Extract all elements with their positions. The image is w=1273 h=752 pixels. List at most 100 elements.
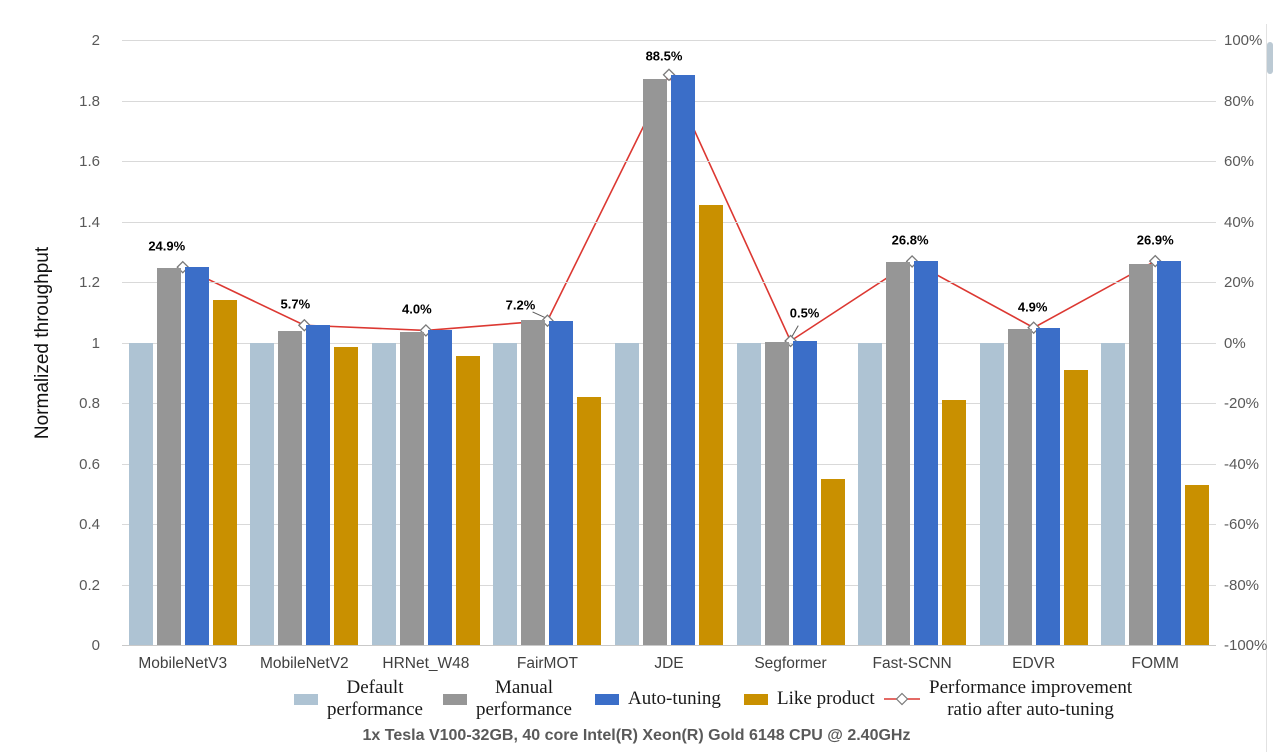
bar-auto-tuning	[549, 320, 574, 645]
legend-label: Like product	[777, 688, 875, 710]
bar-manual-performance	[1007, 328, 1032, 645]
x-axis-category-label: Fast-SCNN	[872, 655, 952, 672]
bar-like-product	[1185, 484, 1210, 645]
y-axis-tick-right: 80%	[1224, 92, 1255, 110]
bar-auto-tuning	[792, 340, 817, 645]
legend-label-line: Auto-tuning	[628, 688, 721, 709]
bar-auto-tuning	[306, 325, 331, 645]
x-axis-category-label: FOMM	[1131, 655, 1179, 672]
x-axis-category-label: Segformer	[754, 655, 827, 672]
gridline	[122, 524, 1216, 525]
legend-item-like-product: Like product	[744, 672, 875, 726]
bar-auto-tuning	[1035, 327, 1060, 645]
gridline	[122, 40, 1216, 41]
line-point-label: 88.5%	[645, 48, 683, 64]
x-axis-category-label: JDE	[654, 655, 684, 672]
legend-line-diamond-glyph	[884, 692, 920, 706]
scrollbar-track	[1266, 24, 1267, 752]
bar-auto-tuning	[1157, 261, 1182, 645]
y-axis-tick-right: 40%	[1224, 213, 1255, 231]
bar-default-performance	[128, 342, 153, 645]
y-axis-tick-left: 0.4	[79, 516, 100, 533]
bar-manual-performance	[156, 268, 181, 645]
gridline	[122, 342, 1216, 344]
bar-like-product	[1063, 369, 1088, 645]
y-axis-tick-right: 20%	[1224, 274, 1255, 291]
bar-default-performance	[250, 342, 275, 645]
y-axis-tick-left: 1.6	[79, 153, 100, 170]
bar-default-performance	[736, 342, 761, 645]
bar-like-product	[455, 356, 480, 645]
bar-default-performance	[979, 342, 1004, 645]
legend-swatch	[294, 693, 318, 705]
line-point-label: 7.2%	[505, 297, 536, 313]
legend-label-line: Manual	[494, 677, 554, 698]
bar-manual-performance	[278, 331, 303, 645]
legend-label-line: performance	[476, 699, 572, 720]
improvement-ratio-line	[182, 72, 1156, 343]
bar-default-performance	[615, 342, 639, 645]
line-point-label: 24.9%	[148, 238, 186, 254]
legend-item-default-performance: Default performance	[294, 672, 423, 726]
bar-manual-performance	[1129, 263, 1154, 645]
y-axis-tick-left: 0	[91, 637, 100, 654]
y-axis-tick-left: 1.4	[79, 213, 100, 231]
line-point-label: 0.5%	[789, 305, 820, 321]
legend-label-line: Like product	[777, 688, 875, 709]
bar-default-performance	[858, 342, 883, 645]
line-point-label: 5.7%	[280, 296, 311, 312]
y-axis-tick-right: -20%	[1224, 395, 1260, 412]
x-axis-category-label: EDVR	[1012, 655, 1056, 672]
line-point-label: 26.8%	[891, 232, 929, 248]
bar-like-product	[334, 347, 359, 645]
label-leader-line	[790, 325, 799, 340]
bar-default-performance	[493, 342, 518, 645]
hardware-caption: 1x Tesla V100-32GB, 40 core Intel(R) Xeo…	[362, 727, 911, 744]
legend-item-manual-performance: Manual performance	[443, 672, 572, 726]
bar-manual-performance	[886, 262, 911, 645]
y-axis-tick-right: 100%	[1224, 32, 1263, 49]
bar-auto-tuning	[184, 267, 209, 645]
bar-manual-performance	[764, 341, 789, 645]
label-leader-line	[532, 311, 548, 320]
chart-legend: Default performance Manual performance Auto-…	[0, 672, 1273, 726]
bar-manual-performance	[399, 331, 424, 645]
x-axis-category-label: MobileNetV3	[138, 655, 228, 672]
y-axis-tick-left: 0.6	[79, 455, 100, 473]
legend-label-line: Default	[346, 677, 404, 698]
bar-like-product	[577, 396, 602, 645]
scrollbar-thumb[interactable]	[1267, 42, 1273, 74]
y-axis-tick-left: 0.8	[79, 395, 100, 412]
gridline	[122, 403, 1216, 404]
y-axis-tick-left: 1	[91, 334, 100, 352]
gridline	[122, 584, 1216, 586]
x-axis-category-label: FairMOT	[516, 655, 578, 672]
bar-manual-performance	[643, 79, 667, 645]
bar-like-product	[699, 204, 723, 645]
bar-like-product	[212, 300, 237, 645]
gridline	[122, 463, 1216, 465]
y-axis-tick-right: 60%	[1224, 153, 1255, 170]
bar-auto-tuning	[671, 74, 695, 645]
bar-like-product	[942, 399, 967, 645]
legend-label: Performance improvement ratio after auto-…	[929, 677, 1132, 721]
legend-swatch	[595, 693, 619, 705]
gridline	[122, 645, 1216, 646]
y-axis-tick-left: 0.2	[79, 576, 100, 594]
legend-label-line: ratio after auto-tuning	[947, 699, 1114, 720]
y-axis-tick-right: 0%	[1224, 334, 1246, 352]
y-axis-tick-right: -60%	[1224, 516, 1260, 533]
legend-item-auto-tuning: Auto-tuning	[595, 672, 721, 726]
y-axis-tick-left: 2	[91, 32, 100, 49]
x-axis-category-label: HRNet_W48	[382, 655, 470, 672]
line-point-label: 4.9%	[1017, 299, 1048, 315]
legend-label: Auto-tuning	[628, 688, 721, 710]
line-point-label: 4.0%	[402, 301, 432, 317]
gridline	[122, 161, 1216, 162]
legend-label: Default performance	[327, 677, 423, 721]
bar-manual-performance	[521, 320, 546, 645]
y-axis-tick-right: -40%	[1224, 455, 1260, 473]
x-axis-category-label: MobileNetV2	[259, 655, 349, 672]
y-axis-tick-left: 1.2	[79, 274, 100, 291]
